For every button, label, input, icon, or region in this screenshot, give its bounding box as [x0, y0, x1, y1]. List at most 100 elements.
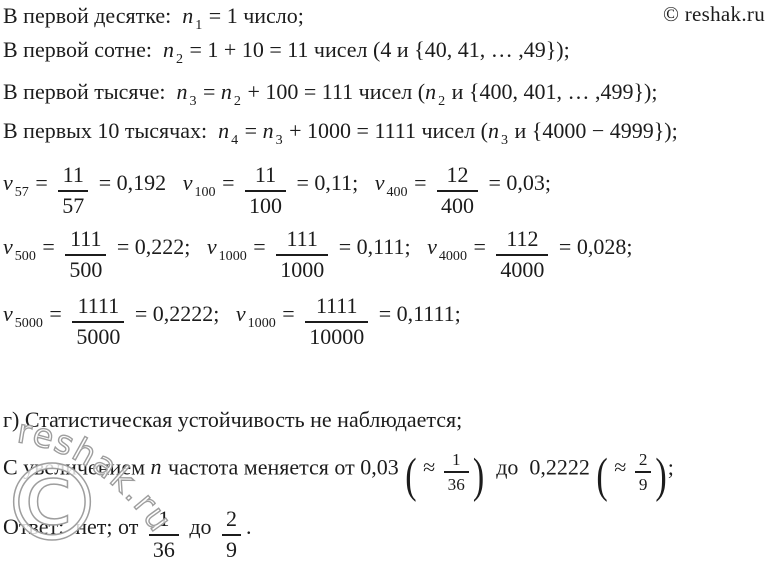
math-text: г) Статистическая устойчивость не наблюд…	[3, 407, 463, 432]
variable: v	[3, 170, 13, 196]
math-text: = 1 + 10 = 11 чисел (4 и {40, 41, … ,49}…	[184, 37, 570, 62]
denominator: 1000	[280, 256, 325, 282]
math-text: = 0,028;	[553, 234, 633, 260]
variable: n	[262, 118, 274, 143]
math-text: = 1 число;	[203, 3, 304, 28]
subscript: 4000	[438, 248, 467, 265]
math-text: =	[29, 170, 54, 196]
math-text: + 100 = 111 чисел (	[241, 79, 426, 104]
big-paren: )	[655, 450, 667, 504]
math-text: =	[197, 79, 221, 104]
denominator: 9	[226, 536, 238, 561]
numerator: 111	[276, 226, 329, 256]
variable: n	[176, 79, 188, 104]
frequency-row-2: v 500 = 111 500 = 0,222; v 1000 = 111 1000 =…	[3, 226, 633, 282]
denominator: 500	[69, 256, 103, 282]
denominator: 57	[62, 192, 85, 218]
math-text: = 0,111;	[333, 234, 428, 260]
numerator: 1	[443, 450, 469, 474]
subscript: 4	[231, 131, 239, 148]
math-text: В первой сотне:	[3, 37, 163, 62]
math-text: до	[183, 514, 218, 540]
big-paren: (	[405, 450, 417, 504]
numerator: 111	[65, 226, 107, 256]
fraction: 112 4000	[496, 226, 549, 282]
subscript: 1	[195, 16, 203, 33]
denominator: 5000	[76, 323, 121, 349]
subscript: 5000	[14, 315, 43, 332]
fraction: 1111 5000	[72, 293, 125, 349]
variable: n	[220, 79, 232, 104]
math-text: =	[468, 234, 492, 260]
fraction: 111 1000	[276, 226, 329, 282]
subscript: 3	[500, 131, 508, 148]
subscript: 2	[233, 92, 241, 109]
math-text: =	[247, 234, 272, 260]
numerator: 112	[496, 226, 549, 256]
frequency-row-1: v 57 = 11 57 = 0,192 v 100 = 11 100 = 0,11; …	[3, 162, 552, 218]
variable: v	[235, 301, 246, 327]
variable: n	[162, 37, 174, 62]
math-text: = 0,11;	[291, 170, 375, 196]
math-text: =	[216, 170, 240, 196]
math-text: ≈	[608, 454, 632, 480]
subscript: 1000	[218, 248, 247, 265]
math-text: =	[408, 170, 433, 196]
math-text: В первых 10 тысячах:	[3, 118, 219, 143]
math-text: =	[36, 234, 61, 260]
variable: v	[374, 170, 385, 196]
subscript: 2	[438, 92, 446, 109]
fraction: 11 57	[58, 162, 89, 218]
big-paren: (	[596, 450, 608, 504]
numerator: 11	[245, 162, 286, 192]
variable: v	[3, 234, 13, 260]
subscript: 3	[275, 131, 283, 148]
math-text: =	[276, 301, 301, 327]
fraction: 12 400	[437, 162, 479, 218]
numerator: 1111	[305, 293, 369, 323]
numerator: 2	[634, 450, 652, 474]
numerator: 11	[58, 162, 89, 192]
math-text: и {400, 401, … ,499});	[446, 79, 658, 104]
range-line: С увеличением n частота меняется от 0,03…	[3, 450, 674, 501]
variable: n	[487, 118, 499, 143]
denominator: 9	[638, 475, 648, 495]
denominator: 36	[152, 536, 175, 561]
math-text: С увеличением	[3, 454, 151, 480]
denominator: 400	[441, 192, 475, 218]
fraction: 111 500	[65, 226, 107, 282]
subscript: 3	[189, 92, 197, 109]
math-text: ;	[667, 454, 674, 480]
subscript: 500	[14, 248, 36, 265]
numerator: 2	[222, 506, 242, 536]
frequency-row-3: v 5000 = 1111 5000 = 0,2222; v 1000 = 1111 1…	[3, 293, 461, 349]
subscript: 2	[175, 50, 184, 67]
math-text: Ответ: нет; от	[3, 514, 144, 540]
numerator: 12	[437, 162, 479, 192]
variable: n	[182, 3, 194, 28]
math-text: = 0,222;	[111, 234, 207, 260]
copyright-note: © reshak.ru	[662, 2, 765, 26]
math-text: до 0,2222	[485, 454, 596, 480]
variable: v	[206, 234, 217, 260]
math-text: = 0,03;	[483, 170, 552, 196]
denominator: 36	[447, 475, 465, 495]
numerator: 1111	[72, 293, 125, 323]
subscript: 57	[14, 184, 29, 201]
fraction: 1111 10000	[305, 293, 369, 349]
denominator: 4000	[500, 256, 545, 282]
denominator: 10000	[309, 323, 365, 349]
math-text: = 0,2222;	[129, 301, 236, 327]
fraction: 1 36	[443, 450, 469, 495]
variable: v	[427, 234, 437, 260]
math-text: частота меняется от 0,03	[162, 454, 405, 480]
fraction: 11 100	[245, 162, 286, 218]
math-text: =	[239, 118, 263, 143]
